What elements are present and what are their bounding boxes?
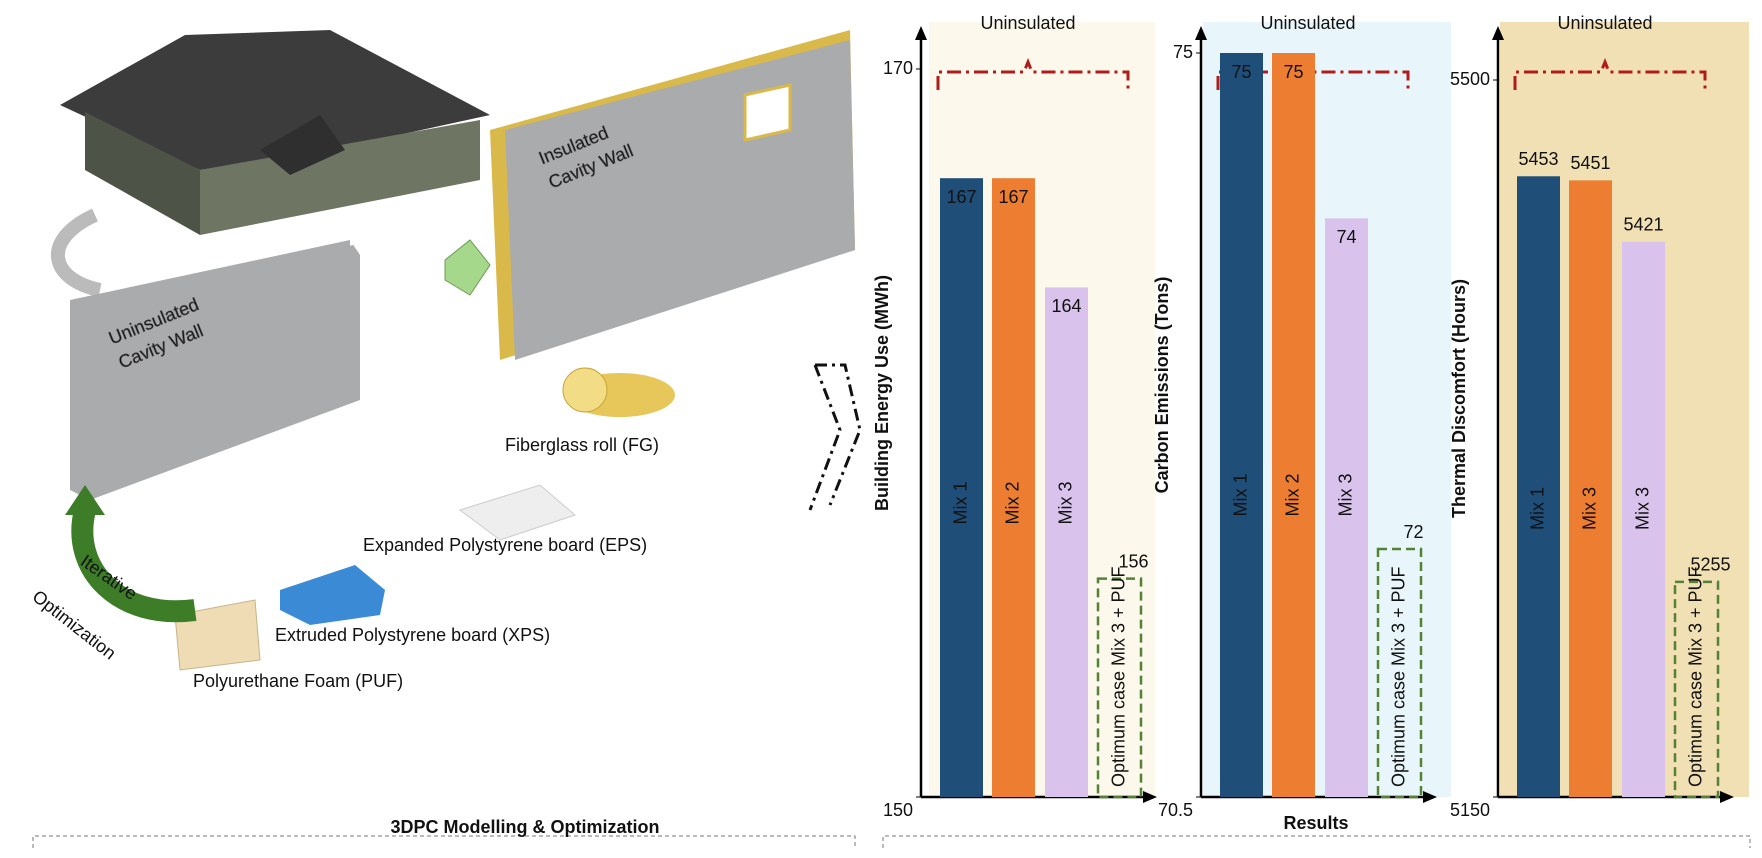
section-title: Results — [1283, 813, 1348, 833]
illustration — [50, 30, 862, 671]
section-title: 3DPC Modelling & Optimization — [391, 817, 660, 837]
arrow — [65, 485, 105, 515]
axis-arrow — [1143, 791, 1157, 803]
bar — [1673, 580, 1720, 799]
value-label: 72 — [1403, 522, 1423, 542]
axis-arrow — [915, 26, 927, 40]
category-label: Mix 2 — [1282, 473, 1302, 516]
value-label: 5421 — [1623, 215, 1663, 235]
category-label: Mix 1 — [1527, 487, 1547, 530]
puf-board — [174, 599, 261, 671]
arrow — [444, 239, 491, 296]
bar — [1569, 180, 1612, 797]
category-label: Mix 3 — [1055, 481, 1075, 524]
bar — [1376, 547, 1423, 799]
bar — [992, 178, 1035, 797]
y-tick-label: 5150 — [1450, 800, 1490, 820]
bar — [1622, 241, 1665, 797]
value-label: 5451 — [1570, 153, 1610, 173]
category-label: Mix 3 — [1632, 487, 1652, 530]
annotation-bracket — [936, 57, 1130, 90]
value-label: 75 — [1231, 62, 1251, 82]
value-label: 5255 — [1690, 555, 1730, 575]
axis-arrow — [1492, 26, 1504, 40]
window — [350, 205, 375, 246]
value-label: 156 — [1118, 551, 1148, 571]
axis-arrow — [1195, 26, 1207, 40]
annotation: Uninsulated — [1557, 13, 1652, 33]
y-tick-label: 170 — [883, 58, 913, 78]
y-axis-label: Carbon Emissions (Tons) — [1152, 277, 1172, 494]
category-label: Mix 2 — [1002, 481, 1022, 524]
bar — [940, 178, 983, 797]
y-tick-label: 5500 — [1450, 69, 1490, 89]
bar — [1272, 53, 1315, 797]
y-axis-label: Thermal Discomfort (Hours) — [1449, 279, 1469, 518]
house-wall — [200, 120, 480, 235]
category-label: Optimum case Mix 3 + PUF — [1108, 566, 1128, 787]
y-axis-label: Building Energy Use (MWh) — [872, 275, 892, 511]
section-bracket — [32, 835, 1751, 848]
xps-board — [280, 565, 385, 625]
house-roof — [60, 30, 490, 170]
material-label: Fiberglass roll (FG) — [505, 435, 659, 455]
arrow — [808, 363, 862, 511]
category-label: Optimum case Mix 3 + PUF — [1388, 566, 1408, 787]
value-label: 75 — [1283, 62, 1303, 82]
material-label: Extruded Polystyrene board (XPS) — [275, 625, 550, 645]
value-label: 74 — [1336, 227, 1356, 247]
house-wall — [85, 112, 200, 235]
axis-arrow — [1423, 791, 1437, 803]
category-label: Mix 1 — [1230, 473, 1250, 516]
axis-arrow — [1720, 791, 1734, 803]
eps-board — [458, 484, 576, 541]
insulated-wall — [505, 40, 855, 360]
value-label: 164 — [1051, 296, 1081, 316]
material-label: Polyurethane Foam (PUF) — [193, 671, 403, 691]
category-label: Optimum case Mix 3 + PUF — [1685, 566, 1705, 787]
arrow — [71, 507, 197, 623]
annotation: Uninsulated — [1260, 13, 1355, 33]
bar — [1096, 577, 1143, 799]
bar — [1045, 287, 1088, 797]
bar — [1517, 176, 1560, 798]
y-tick-label: 150 — [883, 800, 913, 820]
y-tick-label: 70.5 — [1158, 800, 1193, 820]
window — [743, 83, 792, 142]
category-label: Mix 3 — [1579, 487, 1599, 530]
annotation: Uninsulated — [980, 13, 1075, 33]
value-label: 167 — [946, 187, 976, 207]
category-label: Mix 1 — [950, 481, 970, 524]
y-tick-label: 75 — [1173, 42, 1193, 62]
uninsulated-wall — [70, 240, 360, 500]
material-label: Expanded Polystyrene board (EPS) — [363, 535, 647, 555]
house-porch — [260, 115, 345, 175]
value-label: 167 — [998, 187, 1028, 207]
annotation-bracket — [1513, 57, 1707, 90]
charts: 150 170 Building Energy Use (MWh) Uninsulat… — [872, 13, 1749, 820]
fiberglass-roll — [562, 367, 608, 413]
category-label: Mix 3 — [1335, 473, 1355, 516]
value-label: 5453 — [1518, 149, 1558, 169]
bar — [1325, 218, 1368, 798]
arrow — [50, 208, 102, 297]
bar — [1220, 53, 1263, 797]
